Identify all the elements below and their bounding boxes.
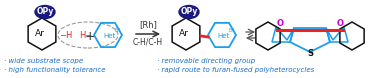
Text: · high functionality tolerance: · high functionality tolerance (4, 67, 105, 73)
Text: Ar: Ar (179, 29, 189, 39)
Text: OPy: OPy (180, 7, 198, 17)
Text: C-H/C-H: C-H/C-H (133, 38, 163, 46)
Text: OPy: OPy (36, 7, 54, 17)
Text: · rapid route to furan-fused polyheterocycles: · rapid route to furan-fused polyheteroc… (157, 67, 314, 73)
Text: · wide substrate scope: · wide substrate scope (4, 58, 83, 64)
Text: H−: H− (79, 32, 92, 40)
Text: S: S (307, 50, 313, 58)
Ellipse shape (179, 6, 199, 18)
Text: −H: −H (59, 30, 72, 39)
Ellipse shape (35, 6, 55, 18)
Text: Ar: Ar (35, 29, 45, 39)
Text: O: O (276, 20, 284, 28)
Text: O: O (336, 20, 344, 28)
Text: Het: Het (103, 33, 115, 39)
Text: [Rh]: [Rh] (139, 21, 157, 29)
Text: ER: ER (115, 28, 121, 33)
Text: · removable directing group: · removable directing group (157, 58, 255, 64)
Text: ER: ER (229, 28, 235, 33)
Text: Het: Het (217, 33, 229, 39)
Text: +: + (85, 29, 95, 43)
